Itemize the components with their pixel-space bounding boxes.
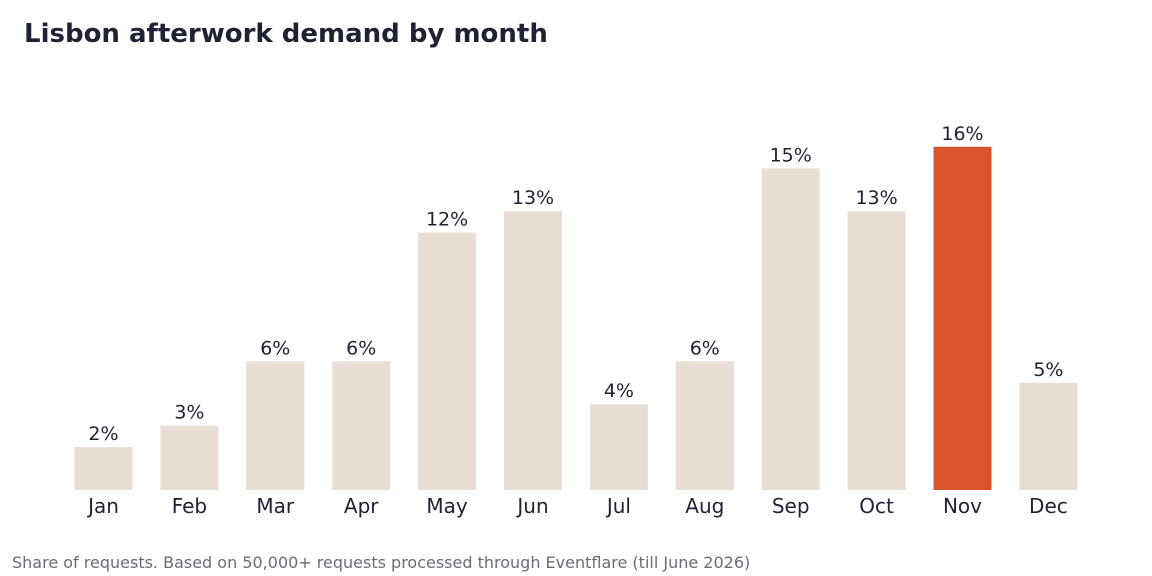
- bar-jul: [589, 404, 648, 490]
- value-label-dec: 5%: [1033, 359, 1063, 381]
- x-tick-label-feb: Feb: [172, 494, 207, 518]
- x-tick-labels-group: Jan Feb Mar Apr May Jun Jul Aug Sep Oct Nov Dec: [86, 494, 1068, 518]
- value-label-feb: 3%: [174, 402, 204, 424]
- x-tick-label-jan: Jan: [86, 494, 119, 518]
- x-tick-label-may: May: [426, 494, 468, 518]
- x-tick-label-apr: Apr: [344, 494, 379, 518]
- x-tick-label-dec: Dec: [1029, 494, 1068, 518]
- bar-oct: [847, 211, 906, 490]
- value-label-may: 12%: [426, 209, 468, 231]
- x-tick-label-sep: Sep: [772, 494, 810, 518]
- bar-aug: [675, 361, 734, 490]
- value-label-jul: 4%: [604, 380, 634, 402]
- x-tick-label-jun: Jun: [515, 494, 548, 518]
- chart-title: Lisbon afterwork demand by month: [24, 19, 548, 49]
- x-tick-label-jul: Jul: [605, 494, 631, 518]
- value-label-oct: 13%: [855, 187, 897, 209]
- bar-mar: [246, 361, 305, 490]
- bar-jun: [504, 211, 562, 490]
- value-label-apr: 6%: [346, 337, 376, 359]
- x-tick-label-nov: Nov: [943, 494, 982, 518]
- value-label-nov: 16%: [941, 123, 983, 145]
- x-tick-label-oct: Oct: [859, 494, 894, 518]
- x-tick-label-aug: Aug: [685, 494, 724, 518]
- bar-nov: [933, 146, 992, 491]
- footnote: Share of requests. Based on 50,000+ requ…: [12, 553, 751, 572]
- value-label-jan: 2%: [88, 423, 118, 445]
- value-label-mar: 6%: [260, 337, 290, 359]
- value-label-jun: 13%: [512, 187, 554, 209]
- bar-dec: [1019, 382, 1078, 491]
- bar-may: [418, 232, 477, 490]
- bars-group: [74, 146, 1078, 491]
- value-label-sep: 15%: [770, 144, 812, 166]
- bar-apr: [332, 361, 391, 490]
- bar-sep: [761, 168, 820, 491]
- value-labels-group: 2% 3% 6% 6% 12% 13% 4% 6% 15% 13% 16% 5%: [88, 123, 1063, 445]
- x-tick-label-mar: Mar: [256, 494, 295, 518]
- bar-jan: [74, 447, 133, 490]
- bar-feb: [160, 425, 219, 490]
- value-label-aug: 6%: [690, 337, 720, 359]
